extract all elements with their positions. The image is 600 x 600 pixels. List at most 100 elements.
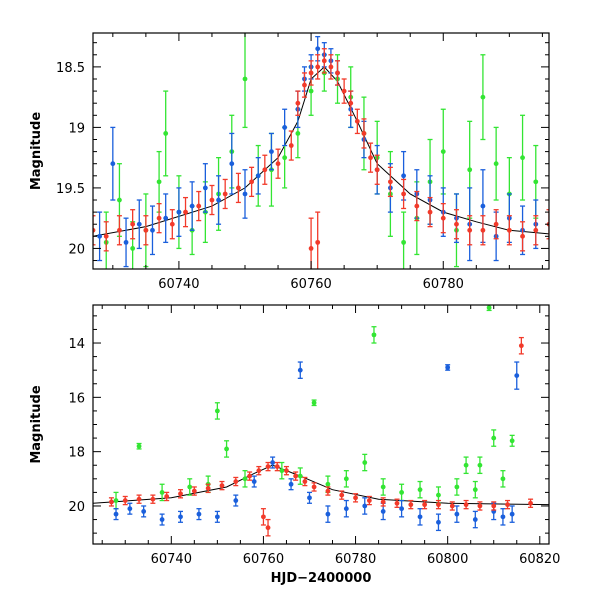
data-point — [164, 494, 170, 499]
data-point — [399, 506, 405, 512]
series-green — [113, 305, 515, 510]
data-point — [509, 438, 515, 444]
data-point — [242, 191, 248, 197]
data-point — [335, 70, 340, 76]
x-tick-label: 60820 — [519, 552, 560, 567]
data-point — [325, 511, 331, 517]
data-point — [401, 239, 407, 245]
y-tick-label: 19.5 — [56, 182, 85, 197]
data-point — [354, 118, 360, 124]
y-tick-label: 19 — [68, 121, 85, 136]
data-point — [255, 173, 261, 179]
data-point — [265, 525, 271, 531]
data-point — [371, 332, 377, 338]
data-point — [136, 496, 142, 502]
data-point — [436, 492, 441, 498]
data-point — [295, 100, 301, 106]
data-point — [422, 502, 428, 508]
top-light-curve-panel: 60740 60760 60780 18.5 19 19.5 20 Magnitude — [29, 32, 550, 292]
data-point — [368, 155, 373, 161]
data-point — [401, 191, 407, 197]
data-point — [297, 473, 303, 479]
data-point — [127, 506, 133, 512]
plot-area — [93, 33, 549, 269]
data-point — [454, 511, 460, 517]
data-point — [233, 498, 239, 503]
data-point — [117, 227, 122, 233]
series-green — [103, 33, 539, 269]
series-blue — [113, 361, 520, 532]
data-point — [216, 197, 221, 203]
data-point — [341, 88, 347, 94]
data-point — [249, 179, 255, 185]
data-point — [191, 488, 197, 494]
data-point — [366, 498, 372, 503]
data-point — [362, 503, 368, 509]
x-tick-label: 60760 — [290, 277, 331, 292]
data-point — [302, 82, 307, 88]
data-point — [209, 197, 215, 203]
x-tick-label: 60780 — [335, 552, 376, 567]
data-point — [480, 203, 486, 209]
data-point — [417, 514, 423, 520]
x-tick-label: 60740 — [151, 552, 192, 567]
y-axis-title: Magnitude — [29, 112, 44, 191]
data-point — [463, 462, 469, 468]
data-point — [130, 221, 136, 227]
data-point — [219, 483, 225, 489]
data-point — [472, 487, 478, 493]
data-point — [506, 227, 512, 233]
y-tick-label: 18.5 — [56, 61, 85, 76]
data-point — [509, 511, 515, 517]
data-point — [103, 233, 109, 239]
data-point — [156, 179, 162, 185]
data-point — [288, 481, 294, 487]
y-tick-label: 20 — [68, 500, 85, 515]
data-point — [467, 167, 473, 173]
data-point — [302, 479, 308, 484]
y-tick-label: 20 — [68, 242, 85, 257]
data-point — [374, 167, 380, 173]
data-point — [307, 495, 312, 501]
data-point — [178, 514, 183, 520]
data-point — [178, 491, 183, 497]
series-red — [108, 336, 534, 511]
x-tick-label: 60780 — [423, 277, 464, 292]
data-point — [500, 514, 506, 520]
plot-area — [93, 305, 549, 537]
data-point — [159, 517, 165, 522]
data-point — [394, 500, 400, 506]
data-point — [270, 460, 276, 465]
plot-frame — [92, 32, 550, 270]
series-red — [93, 48, 549, 252]
data-point — [454, 221, 459, 227]
data-point — [295, 131, 301, 136]
data-point — [477, 462, 483, 468]
data-point — [189, 203, 195, 209]
data-point — [408, 502, 414, 508]
data-point — [97, 233, 103, 239]
data-point — [169, 221, 175, 227]
data-point — [325, 488, 331, 494]
data-point — [308, 246, 314, 251]
data-point — [110, 161, 116, 167]
y-tick-label: 18 — [68, 446, 85, 461]
data-point — [414, 203, 420, 209]
data-point — [196, 203, 202, 209]
data-point — [269, 149, 274, 155]
data-point — [262, 167, 268, 173]
data-point — [343, 506, 349, 512]
data-point — [205, 485, 211, 491]
data-point — [514, 373, 520, 379]
data-point — [293, 473, 299, 479]
data-point — [325, 481, 331, 487]
data-point — [505, 502, 510, 508]
data-point — [242, 476, 248, 482]
data-point — [141, 509, 147, 514]
data-point — [308, 88, 314, 94]
data-point — [123, 239, 129, 245]
data-point — [436, 502, 441, 508]
data-point — [297, 367, 303, 373]
data-point — [417, 487, 423, 493]
series-red — [260, 508, 271, 537]
